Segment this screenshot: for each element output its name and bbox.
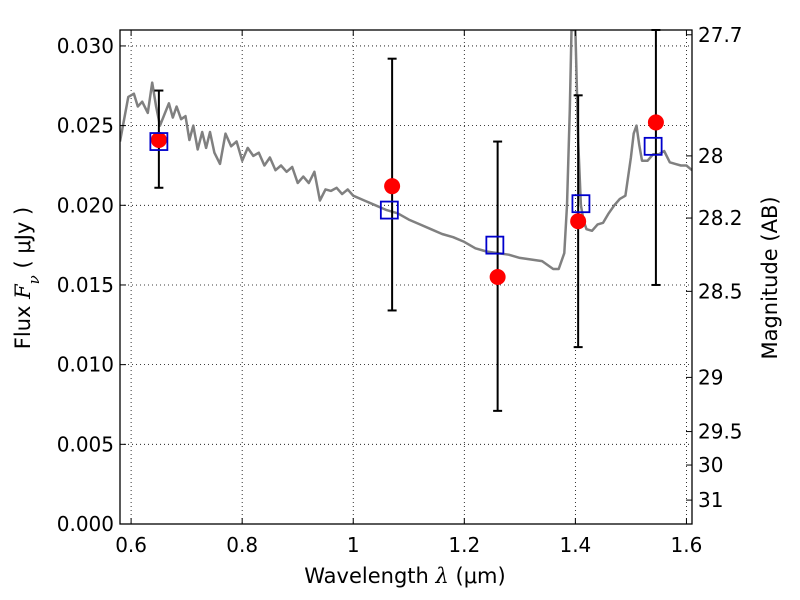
model-point — [571, 194, 591, 214]
x-tick-label: 1.4 — [559, 533, 591, 557]
y-tick-label: 0.015 — [57, 273, 114, 297]
y2-tick-label: 27.7 — [698, 23, 743, 47]
y-tick-label: 0.020 — [57, 193, 114, 217]
model-point — [149, 132, 169, 151]
model-point — [379, 200, 399, 220]
y-tick-label: 0.005 — [57, 432, 114, 456]
model-points-layer — [149, 132, 663, 255]
plot-frame — [119, 29, 693, 525]
y2-tick-label: 28 — [698, 144, 723, 168]
y2-tick-label: 28.2 — [698, 206, 743, 230]
y-axis-title: Flux Fν ( μJy ) — [11, 207, 43, 349]
x-tick-label: 1.6 — [671, 533, 703, 557]
observed-point — [647, 114, 664, 131]
model-point — [485, 235, 505, 255]
model-point — [643, 136, 663, 156]
x-tick-label: 1.2 — [448, 533, 480, 557]
y-tick-label: 0.000 — [57, 512, 114, 536]
model-spectrum-layer — [120, 30, 692, 271]
y2-axis-title: Magnitude (AB) — [758, 196, 782, 359]
y-tick-label: 0.010 — [57, 353, 114, 377]
ticks: 0.6 0.8 1 1.2 1.4 1.6 0.000 0.005 0.010 0.015 0.02… — [57, 23, 743, 557]
y2-tick-label: 29 — [698, 365, 723, 389]
observed-point — [150, 131, 167, 148]
y2-tick-label: 30 — [698, 453, 723, 477]
observed-point — [570, 213, 587, 230]
model-spectrum-line — [120, 30, 692, 271]
y2-tick-label: 29.5 — [698, 420, 743, 444]
y2-tick-label: 31 — [698, 488, 723, 512]
y-tick-label: 0.030 — [57, 34, 114, 58]
y2-tick-label: 28.5 — [698, 279, 743, 303]
x-axis-title: Wavelength λ (μm) — [304, 564, 505, 588]
x-tick-label: 0.8 — [226, 533, 258, 557]
x-tick-label: 0.6 — [115, 533, 147, 557]
observed-point — [489, 269, 506, 285]
x-tick-label: 1 — [347, 533, 360, 557]
y-tick-label: 0.025 — [57, 114, 114, 138]
observed-points-layer — [150, 114, 664, 285]
observed-point — [384, 178, 401, 195]
